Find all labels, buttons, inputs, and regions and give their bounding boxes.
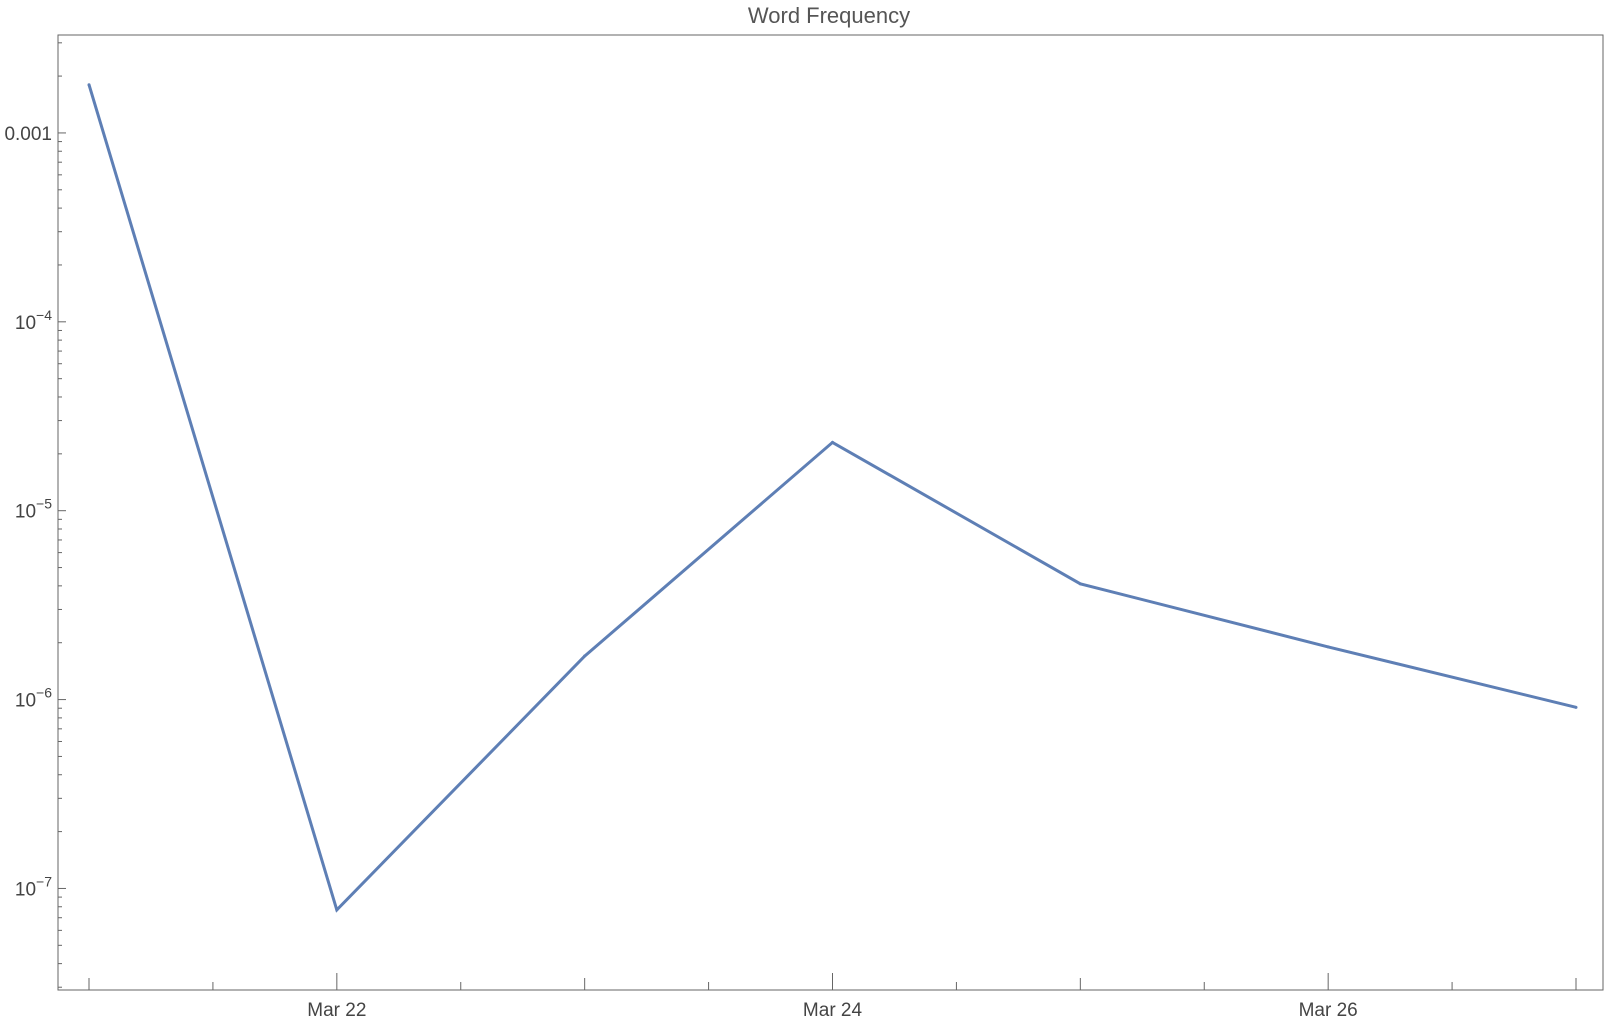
data-point: [831, 440, 834, 444]
y-tick-label: 10−7: [15, 873, 52, 900]
y-tick-label: 0.001: [4, 124, 52, 145]
data-point: [1326, 645, 1330, 649]
data-point: [335, 908, 339, 912]
data-point: [583, 654, 587, 658]
x-tick-label: Mar 26: [1299, 1000, 1358, 1020]
y-tick-label: 10−6: [15, 685, 52, 712]
plot-frame: [57, 34, 1604, 991]
x-tick-label: Mar 24: [803, 1000, 863, 1020]
data-point: [87, 83, 91, 87]
data-point: [1574, 705, 1578, 709]
data-point: [1078, 582, 1082, 586]
x-tick-label: Mar 22: [307, 1000, 366, 1020]
series-line: [87, 84, 1577, 913]
x-axis: Mar 22 Mar 24 Mar 26: [88, 973, 1577, 1020]
y-tick-label: 10−4: [15, 307, 52, 334]
y-axis: 0.001 10−4 10−5 10−6 10−7: [4, 42, 66, 988]
y-tick-label: 10−5: [15, 496, 52, 523]
chart-title: Word Frequency: [748, 3, 910, 28]
